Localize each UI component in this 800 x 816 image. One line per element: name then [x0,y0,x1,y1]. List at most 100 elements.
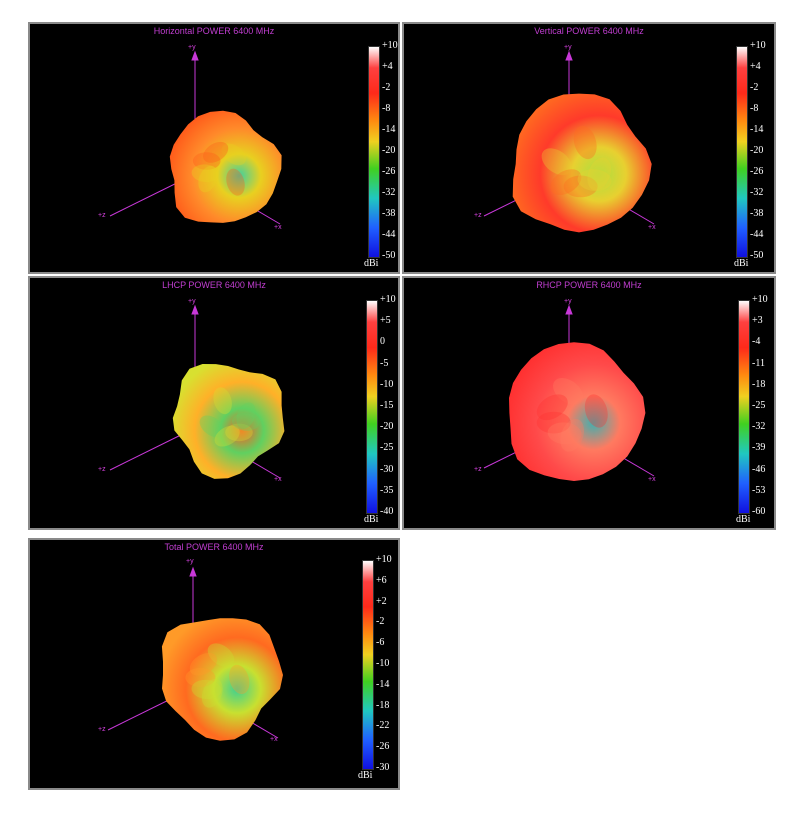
colorbar-tick-label: -39 [752,442,766,454]
surface-shade [536,411,571,434]
chart-panel-rhcp: RHCP POWER 6400 MHz +y +x +z +10 +3 -4 -11 -… [402,276,776,530]
colorbar-tick-label: -30 [380,463,394,475]
axis-label-z: +z [474,466,482,473]
colorbar-tick-label: -15 [380,400,394,411]
surface-shade [191,164,220,183]
axis-label-x: +x [274,476,282,483]
colorbar-tick-label: -32 [382,187,396,198]
surface-shade [553,377,584,405]
surface-shade [189,652,218,676]
colorbar-tick-label: -18 [752,378,766,390]
colorbar-tick-label: -50 [382,250,396,261]
axis-label-x: +x [270,736,278,743]
colorbar-tick-label: -35 [380,484,394,496]
surface-shade [185,667,216,688]
pattern-surface [169,110,282,223]
surface-shade [547,422,582,445]
surface-shade [225,423,253,442]
pattern-plot [483,50,655,233]
axis-label-y: +y [564,298,572,305]
colorbar-tick-label: -25 [752,400,766,411]
colorbar-tick-label: -40 [380,506,394,517]
colorbar [366,300,378,514]
colorbar-tick-label: -5 [380,357,389,369]
colorbar-tick-label: -44 [750,229,764,240]
colorbar-tick-label: -44 [382,229,396,240]
colorbar-tick-label: -8 [750,103,759,114]
colorbar-tick-label: +4 [382,61,393,72]
pattern-surface [172,364,285,479]
colorbar-tick-label: -10 [380,378,394,390]
surface-shade [198,165,218,193]
colorbar-tick-label: -2 [376,616,385,628]
colorbar-tick-label: +10 [382,40,398,51]
surface-shade [550,169,582,196]
colorbar-tick-label: -53 [752,484,766,496]
surface-shade [192,152,221,170]
surface-shade [560,418,585,452]
surface-shade [584,394,608,428]
pattern-surface [509,342,646,481]
colorbar-tick-label: 0 [380,336,385,348]
colorbar-tick-label: -22 [376,720,390,732]
surface-shade [191,679,222,700]
surface-shade [221,143,246,166]
surface-shade [563,175,598,198]
colorbar-unit: dBi [364,258,379,269]
colorbar-tick-label: +10 [380,294,396,305]
colorbar-tick-label: +2 [376,595,387,607]
colorbar-tick-label: -8 [382,103,391,114]
surface-shade [213,387,232,415]
pattern-plot [109,50,282,225]
surface-shade [199,415,225,438]
axis-label-y: +y [186,558,194,565]
chart-title: LHCP POWER 6400 MHz [162,280,266,290]
colorbar-tick-label: -14 [750,124,764,135]
colorbar-tick-label: -18 [376,699,390,711]
y-axis-arrow [189,566,197,577]
colorbar-tick-label: +10 [752,294,768,305]
axis-label-z: +z [474,212,482,219]
colorbar-tick-label: -38 [750,208,764,219]
colorbar-tick-label: -26 [382,166,396,177]
colorbar-tick-label: -20 [380,421,394,433]
axis-label-z: +z [98,212,106,219]
colorbar-tick-label: -38 [382,208,396,219]
colorbar-tick-label: -4 [752,336,761,348]
pattern-surface [512,93,652,233]
colorbar-tick-label: -6 [376,637,385,649]
colorbar [738,300,750,514]
colorbar-tick-label: -10 [376,658,390,669]
colorbar-tick-label: -50 [750,250,764,261]
colorbar-tick-label: +10 [376,554,392,565]
colorbar [368,46,380,258]
colorbar-tick-label: -14 [382,124,396,135]
y-axis-arrow [191,50,199,61]
colorbar-unit: dBi [364,514,379,525]
chart-panel-lhcp: LHCP POWER 6400 MHz +y +x +z +10 +5 0 -5 -10… [28,276,400,530]
surface-shade [229,664,250,695]
colorbar-tick-label: +3 [752,315,763,327]
surface-shade [587,157,612,191]
surface-shade [573,125,597,160]
colorbar-tick-label: -14 [376,678,390,690]
pattern-plot [109,304,285,479]
chart-panel-vertical: Vertical POWER 6400 MHz +y +x +z +10 +4 -2… [402,22,776,274]
axis-label-x: +x [648,224,656,231]
chart-title: Total POWER 6400 MHz [164,542,264,552]
surface-shade [541,148,572,176]
axis-label-x: +x [648,476,656,483]
axis-label-z: +z [98,466,106,473]
pattern-plot [483,304,655,481]
colorbar-tick-label: -32 [752,421,766,433]
surface-shade [226,168,245,196]
surface-shade [536,394,568,421]
pattern-surface [161,618,283,741]
colorbar [736,46,748,258]
colorbar-tick-label: -46 [752,463,766,475]
colorbar-tick-label: -2 [382,82,391,93]
y-axis-arrow [565,50,573,61]
colorbar-tick-label: +5 [380,315,391,327]
chart-title: Horizontal POWER 6400 MHz [153,26,275,36]
axis-label-z: +z [98,726,106,733]
